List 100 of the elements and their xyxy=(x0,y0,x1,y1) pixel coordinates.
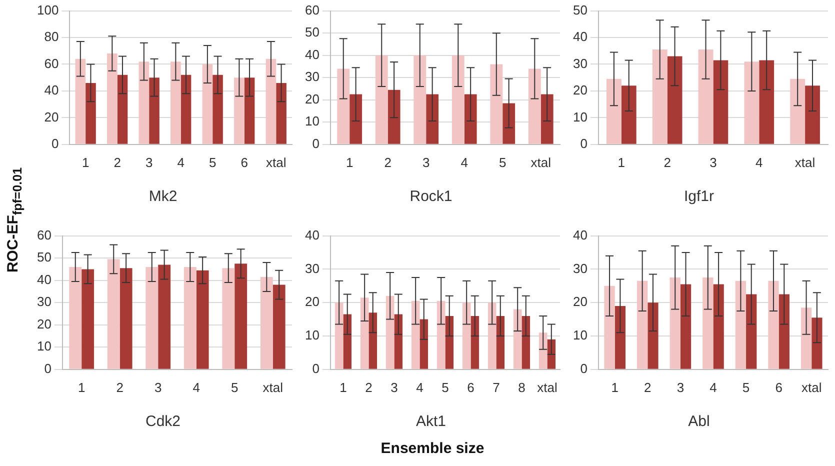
bar xyxy=(196,270,209,369)
x-tick-label: 3 xyxy=(154,380,162,395)
bar xyxy=(146,266,158,369)
y-tick-label: 10 xyxy=(304,328,320,343)
x-tick-label: 4 xyxy=(192,380,200,395)
x-tick-label: 4 xyxy=(710,380,717,395)
y-tick-label: 60 xyxy=(304,2,320,18)
x-tick-label: 5 xyxy=(231,380,238,395)
bar xyxy=(746,294,757,369)
bar xyxy=(713,60,728,144)
x-tick-label: 2 xyxy=(114,154,121,170)
bar xyxy=(420,319,428,369)
y-tick-label: 0 xyxy=(44,360,52,376)
x-tick-label: 4 xyxy=(460,154,468,170)
y-tick-label: 40 xyxy=(572,227,588,242)
y-tick-label: 0 xyxy=(580,136,588,151)
bar xyxy=(244,78,255,144)
bar xyxy=(272,284,286,369)
bar xyxy=(702,278,714,369)
bar xyxy=(488,302,496,369)
bar xyxy=(470,316,480,369)
x-tick-label: xtal xyxy=(537,380,558,395)
x-tick-label: 2 xyxy=(664,154,671,170)
bar xyxy=(212,74,223,144)
x-tick-label: 8 xyxy=(518,380,526,395)
bar xyxy=(513,309,522,369)
bar xyxy=(117,74,128,144)
y-tick-label: 40 xyxy=(44,82,59,98)
x-tick-label: 5 xyxy=(442,380,449,395)
x-tick-label: xtal xyxy=(266,154,286,170)
x-tick-label: 1 xyxy=(611,380,618,395)
bar xyxy=(266,58,276,144)
bar xyxy=(360,298,369,369)
bar xyxy=(462,302,471,369)
bar xyxy=(636,280,648,369)
x-tick-label: xtal xyxy=(530,154,552,170)
bar xyxy=(234,78,244,144)
bar xyxy=(138,62,150,144)
bar xyxy=(713,284,724,369)
x-tick-label: 2 xyxy=(644,380,652,395)
bar xyxy=(334,302,344,369)
bar xyxy=(180,74,192,144)
x-tick-label: 3 xyxy=(390,380,398,395)
x-tick-label: 3 xyxy=(422,154,430,170)
x-tick-label: xtal xyxy=(262,380,284,395)
bar xyxy=(337,68,350,144)
y-tick-label: 40 xyxy=(304,227,320,242)
x-tick-label: 2 xyxy=(116,380,124,395)
x-axis-title: Ensemble size xyxy=(380,440,486,457)
text: Akt1 xyxy=(416,413,446,430)
bar xyxy=(778,294,790,369)
y-tick-label: 0 xyxy=(312,136,320,151)
y-tick-label: 20 xyxy=(572,82,588,98)
bar xyxy=(652,50,668,144)
y-tick-label: 30 xyxy=(304,260,320,276)
x-tick-label: 6 xyxy=(240,154,248,170)
y-tick-label: 0 xyxy=(580,360,588,376)
bar xyxy=(414,55,426,144)
x-tick-label: 3 xyxy=(710,154,717,170)
x-tick-label: 4 xyxy=(177,154,184,170)
x-tick-label: 6 xyxy=(467,380,474,395)
bar xyxy=(680,284,692,369)
bar xyxy=(75,58,86,144)
bar xyxy=(614,306,626,369)
bar xyxy=(800,308,812,369)
bar xyxy=(490,64,503,144)
bar xyxy=(343,314,352,369)
y-tick-label: 20 xyxy=(572,294,588,310)
bar xyxy=(386,296,394,369)
bar xyxy=(350,94,362,144)
text: Igf1r xyxy=(684,188,714,206)
text: Cdk2 xyxy=(145,413,181,430)
x-tick-label: 5 xyxy=(208,154,216,170)
y-tick-label: 0 xyxy=(51,136,59,151)
bar xyxy=(149,78,160,144)
bar xyxy=(107,54,118,144)
bar xyxy=(744,62,760,144)
y-tick-label: 40 xyxy=(572,29,588,44)
bar xyxy=(69,266,82,369)
bar xyxy=(82,269,94,369)
bar xyxy=(394,314,403,369)
x-tick-label: 7 xyxy=(492,380,500,395)
bar xyxy=(698,50,714,144)
bar xyxy=(604,286,615,369)
bar xyxy=(606,78,622,144)
x-tick-label: xtal xyxy=(794,154,816,170)
bar xyxy=(86,82,96,144)
x-tick-label: 1 xyxy=(340,380,347,395)
bar xyxy=(812,318,822,369)
bar xyxy=(759,60,774,144)
bar xyxy=(464,94,477,144)
bar xyxy=(522,316,530,369)
x-tick-label: 2 xyxy=(384,154,392,170)
bar xyxy=(768,280,779,369)
x-tick-label: xtal xyxy=(801,380,822,395)
text: Rock1 xyxy=(410,188,452,206)
bar xyxy=(502,103,516,144)
x-tick-label: 1 xyxy=(82,154,90,170)
bar xyxy=(648,302,658,369)
text: Mk2 xyxy=(148,188,178,206)
